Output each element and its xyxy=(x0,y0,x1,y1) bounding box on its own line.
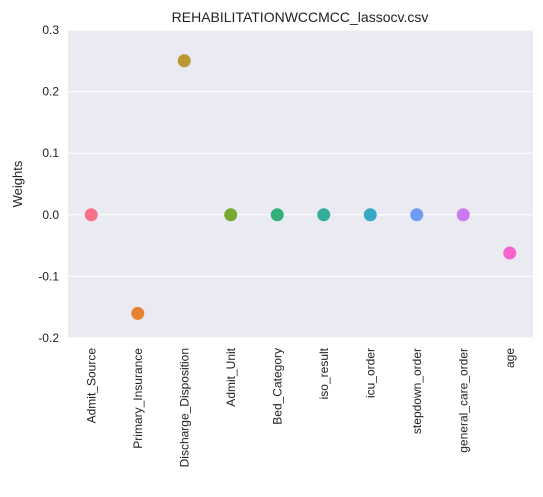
data-point xyxy=(177,54,191,68)
y-tick-labels: -0.2 -0.1 0.0 0.1 0.2 0.3 xyxy=(38,23,59,345)
data-point xyxy=(456,208,470,222)
y-axis-title: Weights xyxy=(10,160,25,207)
x-tick-label: stepdown_order xyxy=(410,348,424,434)
data-point xyxy=(410,208,424,222)
y-tick-label: -0.1 xyxy=(38,269,59,283)
chart-title: REHABILITATIONWCCMCC_lassocv.csv xyxy=(172,9,429,25)
x-tick-label: Discharge_Disposition xyxy=(177,348,191,467)
data-point xyxy=(270,208,284,222)
data-point xyxy=(317,208,331,222)
data-point xyxy=(131,306,145,320)
data-points xyxy=(84,54,517,320)
x-tick-label: icu_order xyxy=(363,348,377,398)
data-point xyxy=(224,208,238,222)
x-tick-label: Admit_Source xyxy=(84,348,98,424)
x-tick-label: age xyxy=(503,348,517,368)
y-tick-label: 0.3 xyxy=(42,23,59,37)
grid-lines xyxy=(68,29,533,339)
y-tick-label: 0.2 xyxy=(42,85,59,99)
data-point xyxy=(503,246,517,260)
x-tick-label: Bed_Category xyxy=(270,348,284,425)
data-point xyxy=(84,208,98,222)
x-tick-labels: Admit_Source Primary_Insurance Discharge_D… xyxy=(84,347,517,467)
data-point xyxy=(363,208,377,222)
plot-area xyxy=(68,30,533,338)
x-tick-label: iso_result xyxy=(317,347,331,399)
x-tick-label: general_care_order xyxy=(456,348,470,453)
x-tick-label: Admit_Unit xyxy=(224,347,238,406)
y-tick-label: 0.1 xyxy=(42,146,59,160)
y-tick-label: 0.0 xyxy=(42,208,59,222)
x-tick-label: Primary_Insurance xyxy=(131,348,145,449)
y-tick-label: -0.2 xyxy=(38,331,59,345)
